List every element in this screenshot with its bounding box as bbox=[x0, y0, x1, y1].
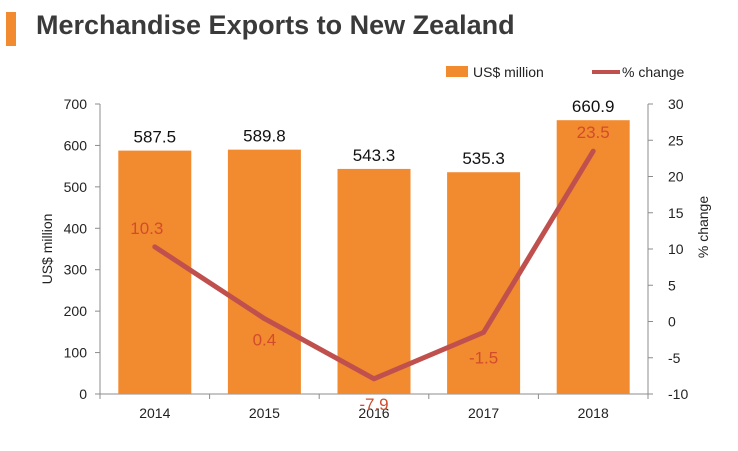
y2-tick-label: 0 bbox=[668, 314, 676, 330]
y2-tick-label: 30 bbox=[668, 96, 684, 112]
y-tick-label: 300 bbox=[64, 262, 88, 278]
y-axis-label: US$ million bbox=[39, 214, 55, 285]
legend-line-label: % change bbox=[622, 64, 684, 80]
bar-value-label: 535.3 bbox=[462, 149, 505, 168]
y2-tick-label: 20 bbox=[668, 169, 684, 185]
title-accent-bar bbox=[6, 12, 16, 46]
y2-axis-label: % change bbox=[695, 196, 711, 258]
x-tick-label: 2015 bbox=[249, 405, 280, 421]
line-value-label: 23.5 bbox=[577, 123, 610, 142]
bar bbox=[556, 120, 630, 394]
legend-bar-swatch bbox=[446, 66, 468, 77]
y-tick-label: 100 bbox=[64, 345, 88, 361]
legend: US$ million % change bbox=[446, 64, 684, 80]
y2-tick-label: 15 bbox=[668, 205, 684, 221]
y-tick-label: 200 bbox=[64, 303, 88, 319]
y2-tick-label: -5 bbox=[668, 350, 681, 366]
bars bbox=[118, 120, 630, 394]
x-tick-label: 2018 bbox=[578, 405, 609, 421]
chart-title: Merchandise Exports to New Zealand bbox=[36, 10, 515, 40]
y-tick-label: 0 bbox=[79, 386, 87, 402]
legend-bar-label: US$ million bbox=[473, 64, 544, 80]
y2-tick-label: 10 bbox=[668, 241, 684, 257]
y2-tick-label: 25 bbox=[668, 132, 684, 148]
y2-tick-label: 5 bbox=[668, 277, 676, 293]
bar-value-label: 587.5 bbox=[134, 128, 177, 147]
line-value-label: -7.9 bbox=[359, 395, 388, 414]
y-tick-label: 400 bbox=[64, 220, 88, 236]
bar bbox=[118, 150, 192, 394]
x-tick-label: 2014 bbox=[139, 405, 170, 421]
line-value-label: 10.3 bbox=[130, 219, 163, 238]
x-tick-label: 2017 bbox=[468, 405, 499, 421]
bar-value-label: 543.3 bbox=[353, 146, 396, 165]
y2-tick-label: -10 bbox=[668, 386, 688, 402]
y-tick-label: 700 bbox=[64, 96, 88, 112]
y-tick-label: 500 bbox=[64, 179, 88, 195]
bar bbox=[447, 172, 521, 394]
data-labels: 587.5 589.8 543.3 535.3 660.9 10.3 0.4 -7.9 -1.5… bbox=[130, 97, 614, 414]
axes: 0 100 200 300 400 500 600 700 -10 -5 0 5 10 15 20 25 30 2… bbox=[39, 96, 711, 421]
bar bbox=[227, 149, 301, 394]
bar-value-label: 660.9 bbox=[572, 97, 615, 116]
x-tick-label: 2016 bbox=[358, 405, 389, 421]
bar bbox=[337, 168, 411, 394]
line-value-label: -1.5 bbox=[469, 348, 498, 367]
y-tick-label: 600 bbox=[64, 137, 88, 153]
line-value-label: 0.4 bbox=[253, 331, 277, 350]
bar-value-label: 589.8 bbox=[243, 127, 286, 146]
line-series bbox=[152, 148, 596, 382]
